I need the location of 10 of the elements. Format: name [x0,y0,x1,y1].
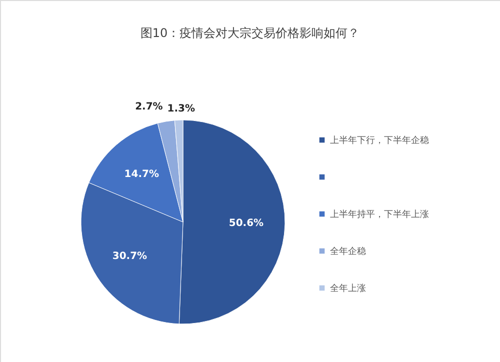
chart-title: 图10：疫情会对大宗交易价格影响如何？ [140,26,360,40]
legend-label: 全年企稳 [330,246,366,257]
data-label: 1.3% [167,104,195,115]
data-label: 14.7% [124,169,159,180]
data-label: 2.7% [135,101,163,112]
legend-label: 上半年下行，下半年企稳 [330,135,429,146]
legend-label: 上半年持平，下半年上涨 [330,209,429,220]
data-label: 50.6% [228,218,264,230]
legend-label: 全年上涨 [330,283,366,294]
data-label: 30.7% [112,251,148,262]
